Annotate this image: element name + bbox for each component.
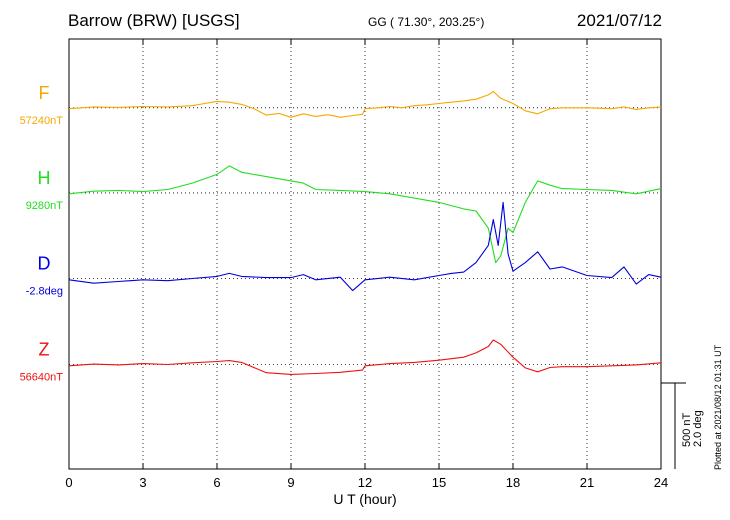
series-name-F: F (39, 83, 50, 103)
series-line-D (68, 201, 662, 292)
series-baseline-F: 57240nT (20, 115, 64, 127)
station-coordinates: GG ( 71.30°, 203.25°) (368, 15, 485, 29)
x-tick-label-6: 6 (213, 475, 220, 490)
x-tick-label-21: 21 (580, 475, 594, 490)
x-axis-label: U T (hour) (333, 491, 396, 507)
x-tick-label-18: 18 (506, 475, 520, 490)
x-tick-label-12: 12 (358, 475, 372, 490)
series-baseline-H: 9280nT (26, 200, 64, 212)
scale-deg-label: 2.0 deg (692, 410, 704, 447)
series-labels: F 57240nT H 9280nT D -2.8deg Z 56640nT (20, 83, 64, 384)
series-name-Z: Z (39, 340, 50, 360)
x-tick-label-15: 15 (432, 475, 446, 490)
series-baseline-D: -2.8deg (26, 286, 63, 298)
series-name-H: H (38, 168, 51, 188)
series-baseline-Z: 56640nT (20, 372, 64, 384)
grid-lines (69, 39, 661, 469)
x-tick-label-0: 0 (65, 475, 72, 490)
series-name-D: D (38, 254, 51, 274)
plotted-note: Plotted at 2021/08/12 01:31 UT (713, 344, 723, 470)
x-tick-label-3: 3 (139, 475, 146, 490)
date-label: 2021/07/12 (576, 11, 662, 30)
x-axis: 0 3 6 9 12 15 18 21 24 (65, 39, 668, 490)
series-line-H (68, 165, 662, 264)
station-title: Barrow (BRW) [USGS] (68, 11, 240, 30)
series-line-Z (68, 339, 662, 375)
series-group (68, 90, 662, 375)
series-line-F (68, 90, 662, 118)
x-tick-label-24: 24 (654, 475, 668, 490)
x-tick-label-9: 9 (287, 475, 294, 490)
